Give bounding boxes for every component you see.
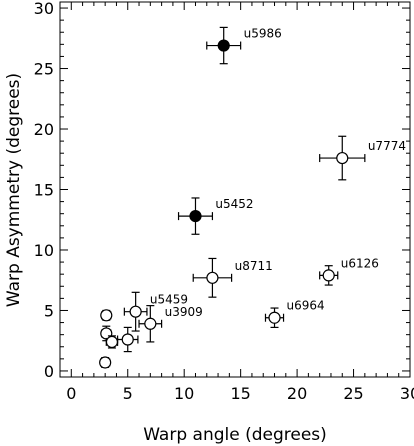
filled-marker bbox=[217, 39, 230, 52]
x-tick-label: 10 bbox=[174, 384, 194, 403]
data-point bbox=[100, 309, 113, 322]
data-point bbox=[105, 335, 119, 349]
x-tick-label: 20 bbox=[287, 384, 307, 403]
point-label: u6126 bbox=[341, 256, 379, 270]
open-marker bbox=[105, 335, 119, 349]
open-marker bbox=[206, 271, 219, 284]
open-marker bbox=[336, 151, 349, 165]
open-marker bbox=[129, 305, 142, 318]
data-point bbox=[99, 356, 112, 369]
open-marker bbox=[268, 311, 281, 324]
x-tick-label: 30 bbox=[400, 384, 414, 403]
data-point: u6964 bbox=[264, 299, 325, 329]
x-axis-title: Warp angle (degrees) bbox=[143, 425, 327, 445]
open-marker bbox=[322, 269, 335, 282]
data-point: u8711 bbox=[192, 257, 273, 298]
y-tick-label: 10 bbox=[34, 241, 54, 260]
x-tick-label: 15 bbox=[230, 384, 250, 403]
plot-frame bbox=[59, 1, 411, 378]
point-label: u8711 bbox=[235, 259, 273, 273]
y-tick-label: 20 bbox=[34, 120, 54, 139]
data-point: u5459 bbox=[123, 291, 188, 332]
y-tick-label: 25 bbox=[34, 60, 54, 79]
data-point bbox=[116, 326, 139, 353]
open-marker bbox=[121, 333, 134, 346]
point-label: u6964 bbox=[287, 299, 325, 313]
data-point: u3909 bbox=[138, 305, 203, 343]
point-label: u5986 bbox=[244, 27, 282, 41]
x-tick-label: 5 bbox=[123, 384, 133, 403]
y-axis-ticks: 0 5 10 15 20 25 30 bbox=[34, 0, 410, 381]
data-point: u7774 bbox=[319, 135, 406, 181]
data-point: u6126 bbox=[319, 256, 379, 286]
x-axis-ticks: 0 5 10 15 20 25 30 bbox=[66, 2, 414, 403]
point-label: u5452 bbox=[215, 197, 253, 211]
data-point: u5986 bbox=[206, 27, 282, 65]
filled-marker bbox=[189, 210, 202, 223]
y-tick-label: 5 bbox=[44, 301, 54, 320]
point-label: u5459 bbox=[150, 293, 188, 307]
x-tick-label: 0 bbox=[66, 384, 76, 403]
data-point: u5452 bbox=[177, 197, 254, 235]
y-tick-label: 0 bbox=[44, 362, 54, 381]
point-label: u3909 bbox=[165, 305, 203, 319]
open-marker bbox=[99, 356, 112, 369]
y-tick-label: 15 bbox=[34, 181, 54, 200]
open-marker bbox=[144, 317, 157, 330]
x-tick-label: 25 bbox=[343, 384, 363, 403]
open-marker bbox=[100, 309, 113, 322]
y-axis-title: Warp Asymmetry (degrees) bbox=[4, 73, 24, 307]
point-label: u7774 bbox=[368, 139, 406, 153]
y-tick-label: 30 bbox=[34, 0, 54, 18]
